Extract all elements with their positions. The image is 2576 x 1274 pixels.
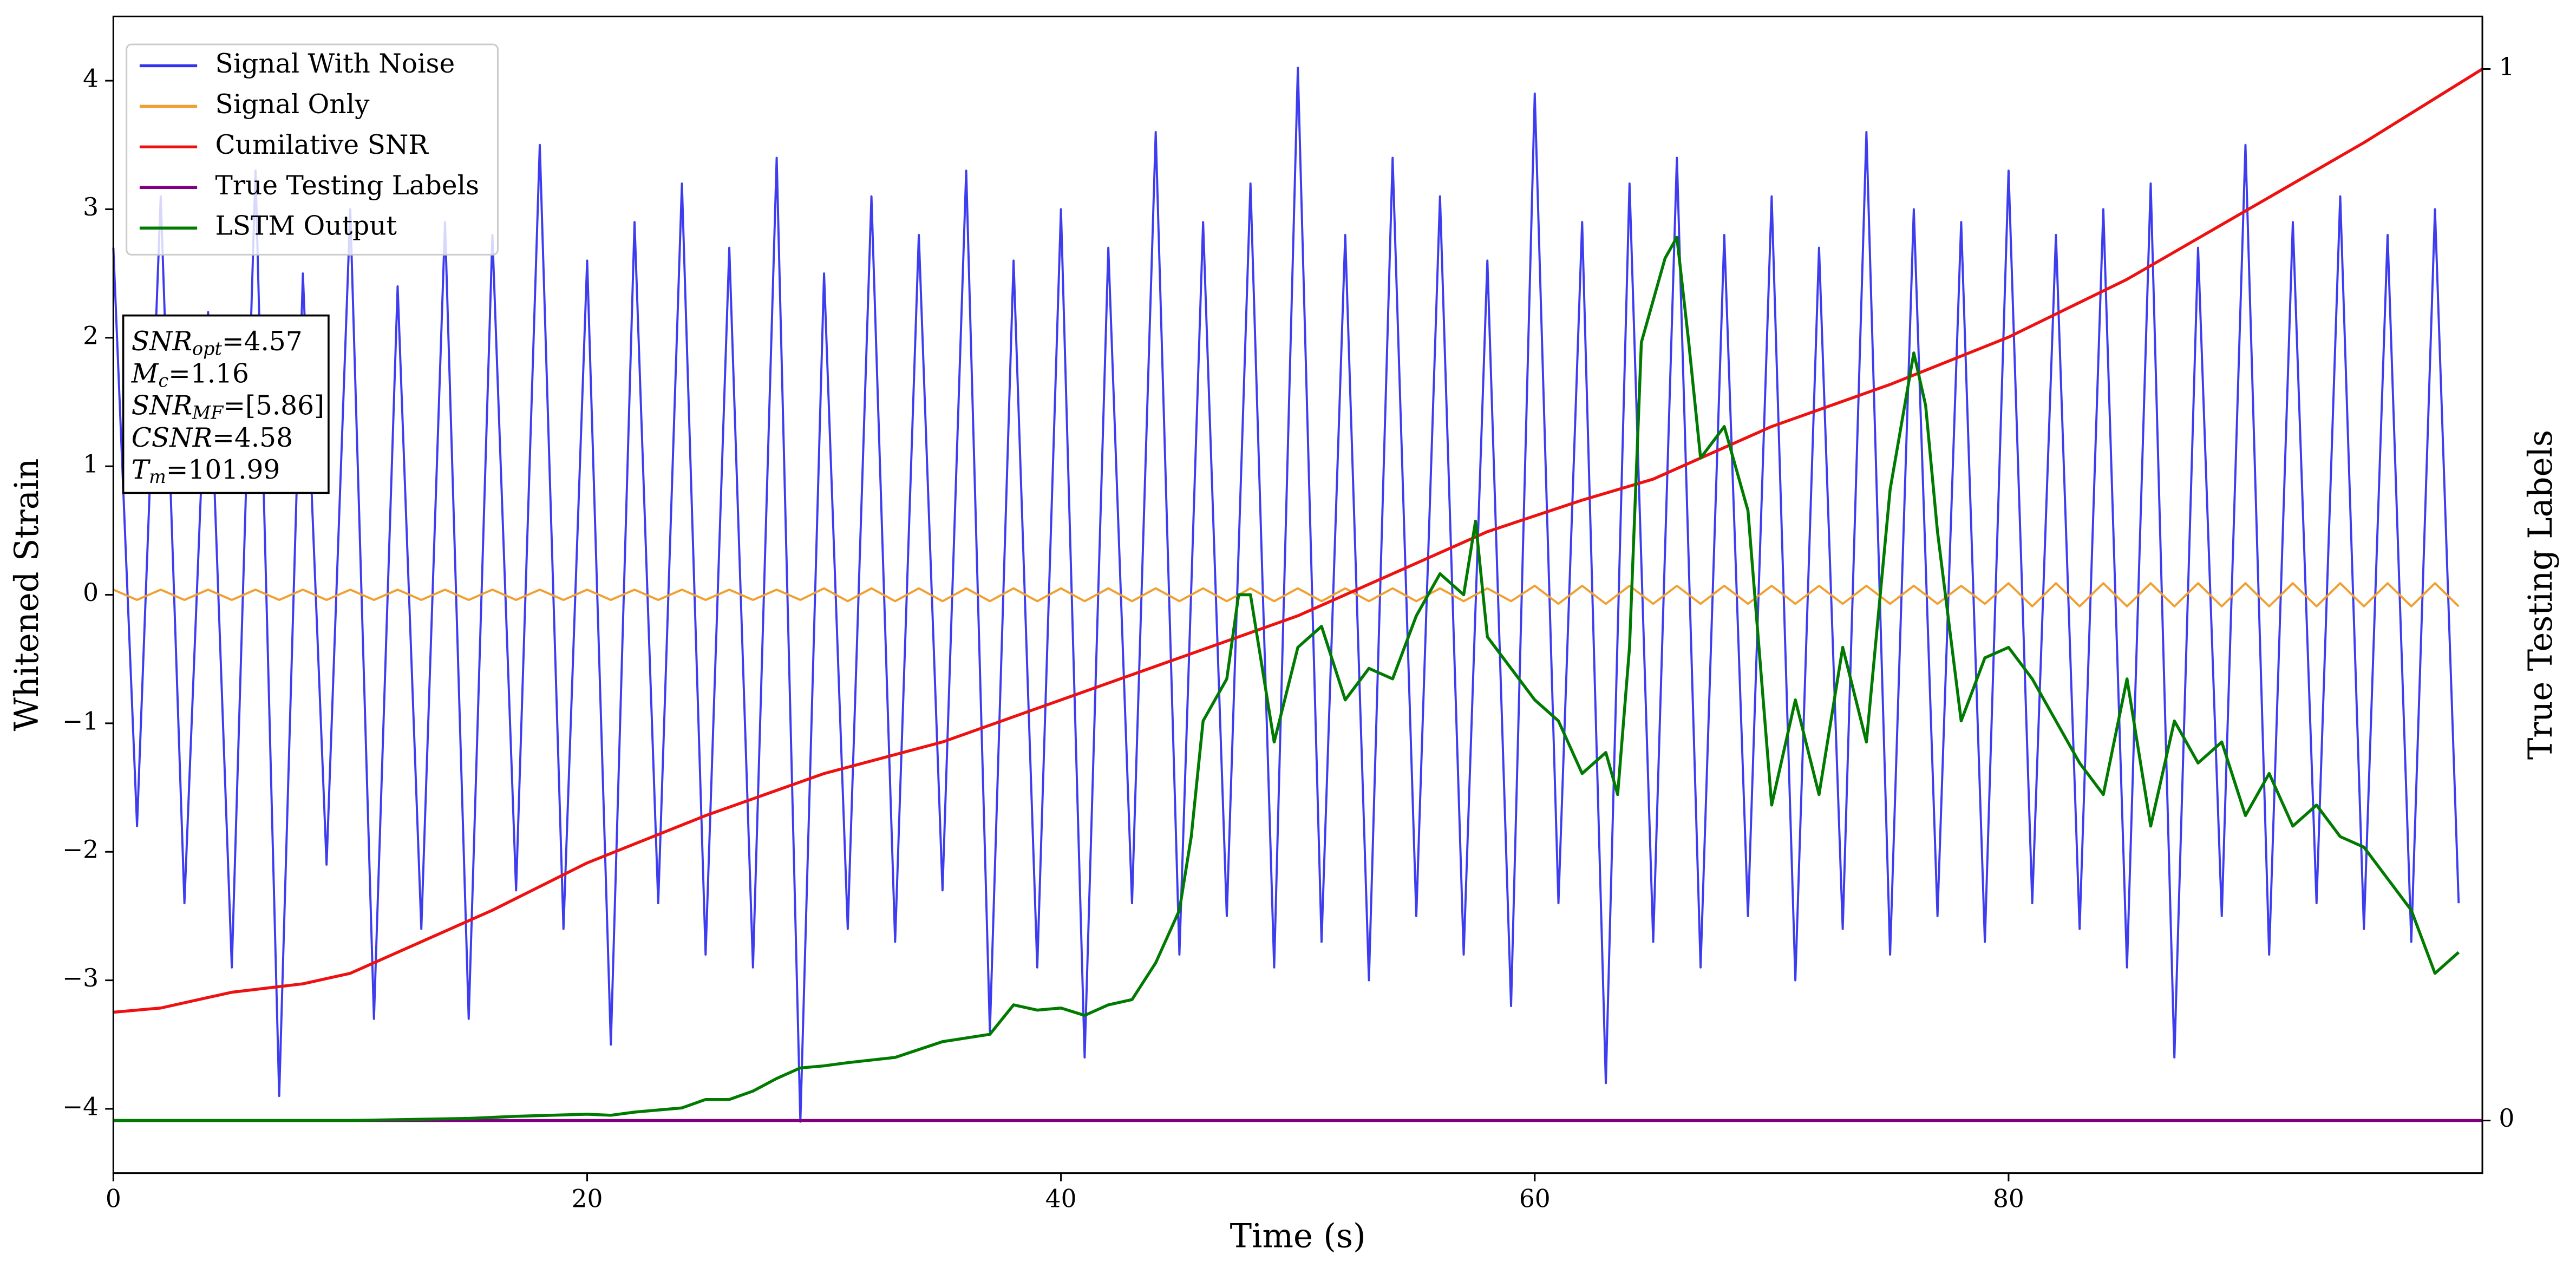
series-line <box>113 68 2483 1014</box>
y-tick-label: 1 <box>83 450 99 479</box>
annotation-line: SNRMF=[5.86] <box>132 390 324 423</box>
legend-label: True Testing Labels <box>215 171 480 201</box>
x-axis-label: Time (s) <box>1230 1218 1366 1256</box>
x-tick-label: 60 <box>1519 1185 1551 1213</box>
annotation-symbol: SNR <box>132 390 192 421</box>
annotation-symbol: CSNR <box>132 422 212 453</box>
y-tick-label: 4 <box>83 64 99 93</box>
annotation-box <box>122 314 330 494</box>
annotation-subscript: opt <box>192 338 222 359</box>
y2-tick-label: 0 <box>2499 1104 2514 1133</box>
annotation-value: =1.16 <box>168 358 249 389</box>
annotation-value: =[5.86] <box>223 390 324 421</box>
legend-label: Signal Only <box>215 89 370 120</box>
annotation-symbol: SNR <box>132 326 192 357</box>
annotation-symbol: T <box>132 454 151 485</box>
y-tick-label: 2 <box>83 321 99 350</box>
series-line <box>112 67 2460 1123</box>
y-tick-label: 0 <box>83 578 99 607</box>
legend-label: LSTM Output <box>215 211 397 241</box>
y2-tick-label: 1 <box>2499 53 2514 81</box>
y-tick-label: −4 <box>62 1092 99 1121</box>
annotation-subscript: m <box>149 466 166 487</box>
x-tick-label: 0 <box>106 1185 121 1213</box>
x-tick-label: 80 <box>1993 1185 2024 1213</box>
series-line <box>113 582 2460 607</box>
annotation-line: Mc=1.16 <box>131 358 249 391</box>
y-tick-label: −2 <box>62 835 99 864</box>
y-axis-label: Whitened Strain <box>8 459 46 731</box>
x-tick-label: 40 <box>1045 1185 1077 1213</box>
annotation-subscript: MF <box>192 402 224 423</box>
legend-box <box>126 43 499 256</box>
annotation-value: =4.57 <box>222 326 303 357</box>
annotation: SNRopt=4.57Mc=1.16SNRMF=[5.86]CSNR=4.58T… <box>122 314 330 494</box>
legend: Signal With Noise Signal Only Cumilative S… <box>126 43 499 256</box>
y-tick-label: 3 <box>83 193 99 221</box>
legend-label: Cumilative SNR <box>215 130 429 160</box>
series-line <box>113 236 2460 1122</box>
legend-label: Signal With Noise <box>215 49 455 79</box>
annotation-value: =101.99 <box>166 454 280 485</box>
y2-axis-label: True Testing Labels <box>2522 430 2560 760</box>
x-tick-label: 20 <box>572 1185 603 1213</box>
plot-area <box>112 67 2483 1123</box>
annotation-line: CSNR=4.58 <box>132 422 293 453</box>
annotation-value: =4.58 <box>212 422 293 453</box>
annotation-symbol: M <box>131 358 159 389</box>
annotation-line: Tm=101.99 <box>132 454 280 487</box>
annotation-line: SNRopt=4.57 <box>132 326 303 360</box>
y-tick-label: −3 <box>62 964 99 992</box>
y-tick-label: −1 <box>62 707 99 735</box>
annotation-subscript: c <box>158 370 168 391</box>
